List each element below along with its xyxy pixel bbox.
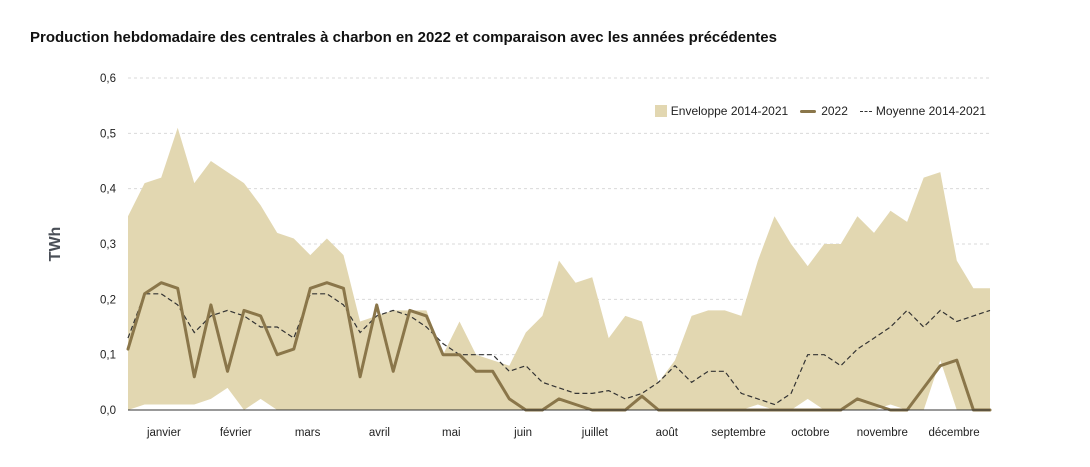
x-tick-label: juillet xyxy=(581,427,609,439)
series-2022 xyxy=(126,281,992,412)
y-tick-label: 0,2 xyxy=(100,294,116,306)
chart-title: Production hebdomadaire des centrales à … xyxy=(30,29,777,46)
y-tick-label: 0,4 xyxy=(100,184,117,196)
legend-label-2022: 2022 xyxy=(821,104,848,118)
x-tick-label: août xyxy=(656,427,679,439)
y-tick-label: 0,6 xyxy=(100,73,116,85)
x-tick-label: octobre xyxy=(791,427,829,439)
legend-label-envelope: Enveloppe 2014-2021 xyxy=(670,104,789,118)
legend-item-average[interactable]: Moyenne 2014-2021 xyxy=(859,104,986,118)
y-tick-label: 0,5 xyxy=(100,128,116,140)
x-tick-label: juin xyxy=(513,427,532,439)
legend-swatch-average xyxy=(859,110,872,112)
legend-item-2022[interactable]: 2022 xyxy=(800,104,848,118)
x-tick-label: septembre xyxy=(711,427,765,439)
x-tick-label: novembre xyxy=(857,427,908,439)
legend: Enveloppe 2014-2021 2022 Moyenne 2014-20… xyxy=(643,104,986,118)
legend-swatch-2022 xyxy=(800,109,817,113)
x-axis-ticks: janvier février mars avril mai juin juillet aoû… xyxy=(146,427,980,439)
x-tick-label: janvier xyxy=(146,427,181,439)
y-axis-label: TWh xyxy=(47,227,64,262)
x-tick-label: février xyxy=(220,427,252,439)
y-tick-label: 0,0 xyxy=(100,405,116,417)
legend-label-average: Moyenne 2014-2021 xyxy=(875,104,986,118)
y-tick-label: 0,3 xyxy=(100,239,116,251)
x-tick-label: avril xyxy=(369,427,390,439)
envelope-band xyxy=(128,127,990,411)
y-axis-ticks: 0,0 0,1 0,2 0,3 0,4 0,5 0,6 xyxy=(100,73,117,417)
x-tick-label: décembre xyxy=(929,427,980,439)
x-tick-label: mars xyxy=(295,427,321,439)
line-2022 xyxy=(126,281,992,412)
legend-item-envelope[interactable]: Enveloppe 2014-2021 xyxy=(654,104,789,118)
y-tick-label: 0,1 xyxy=(100,350,116,362)
x-tick-label: mai xyxy=(442,427,461,439)
legend-swatch-envelope xyxy=(654,105,667,117)
envelope-area xyxy=(128,127,990,411)
